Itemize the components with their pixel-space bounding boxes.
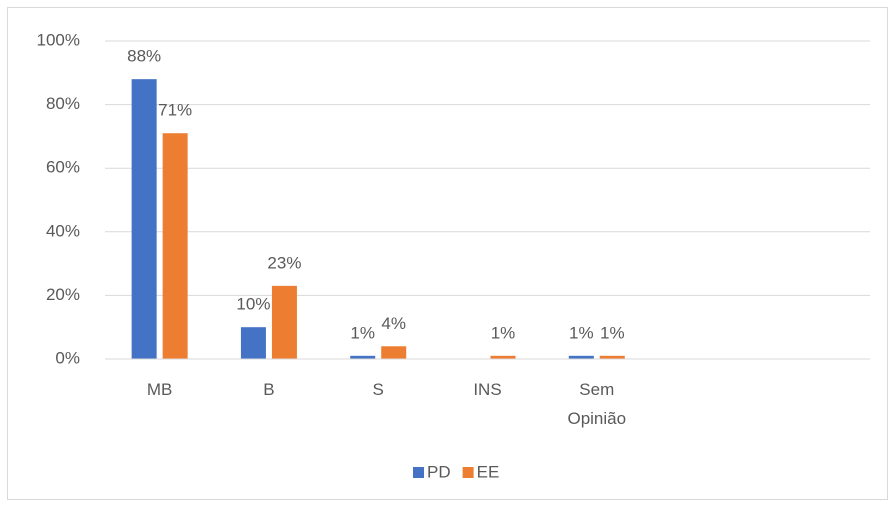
legend-swatch bbox=[462, 467, 474, 478]
y-tick-label: 100% bbox=[37, 30, 80, 49]
x-tick-label: Sem Opinião bbox=[567, 380, 626, 428]
data-label: 4% bbox=[381, 314, 406, 333]
bar bbox=[131, 79, 157, 359]
legend-swatch bbox=[413, 467, 424, 478]
bar bbox=[381, 346, 407, 359]
legend-label: EE bbox=[477, 462, 500, 481]
data-label: 88% bbox=[127, 47, 161, 66]
bar bbox=[240, 327, 266, 359]
bar bbox=[271, 285, 297, 359]
bar bbox=[350, 355, 376, 359]
x-tick-label: INS bbox=[473, 380, 501, 399]
y-tick-label: 40% bbox=[46, 221, 80, 240]
y-tick-label: 0% bbox=[55, 348, 80, 367]
y-tick-label: 80% bbox=[46, 94, 80, 113]
bar bbox=[568, 355, 594, 359]
bar bbox=[599, 355, 625, 359]
bar bbox=[490, 355, 516, 359]
y-tick-label: 60% bbox=[46, 158, 80, 177]
data-label: 1% bbox=[600, 323, 625, 342]
bar bbox=[162, 133, 188, 359]
data-label: 1% bbox=[350, 323, 375, 342]
y-tick-label: 20% bbox=[46, 285, 80, 304]
x-tick-label: MB bbox=[147, 380, 173, 399]
x-tick-label: S bbox=[373, 380, 384, 399]
data-label: 71% bbox=[158, 101, 192, 120]
x-tick-label: B bbox=[263, 380, 274, 399]
data-label: 23% bbox=[267, 253, 301, 272]
data-label: 10% bbox=[236, 295, 270, 314]
data-label: 1% bbox=[569, 323, 594, 342]
data-label: 1% bbox=[491, 323, 516, 342]
legend-label: PD bbox=[427, 462, 451, 481]
